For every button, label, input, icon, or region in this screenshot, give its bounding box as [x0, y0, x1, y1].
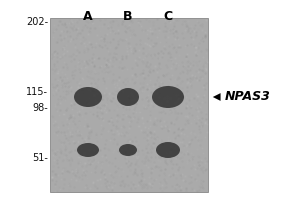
Ellipse shape [152, 86, 184, 108]
Text: C: C [164, 10, 172, 23]
Text: 98-: 98- [32, 103, 48, 113]
Text: 51-: 51- [32, 153, 48, 163]
Text: B: B [123, 10, 133, 23]
Text: 115-: 115- [26, 87, 48, 97]
Text: A: A [83, 10, 93, 23]
Ellipse shape [119, 144, 137, 156]
Ellipse shape [156, 142, 180, 158]
Ellipse shape [77, 143, 99, 157]
Bar [50, 18, 208, 192]
Text: 202-: 202- [26, 17, 48, 27]
Text: NPAS3: NPAS3 [225, 90, 271, 104]
Ellipse shape [74, 87, 102, 107]
Ellipse shape [117, 88, 139, 106]
